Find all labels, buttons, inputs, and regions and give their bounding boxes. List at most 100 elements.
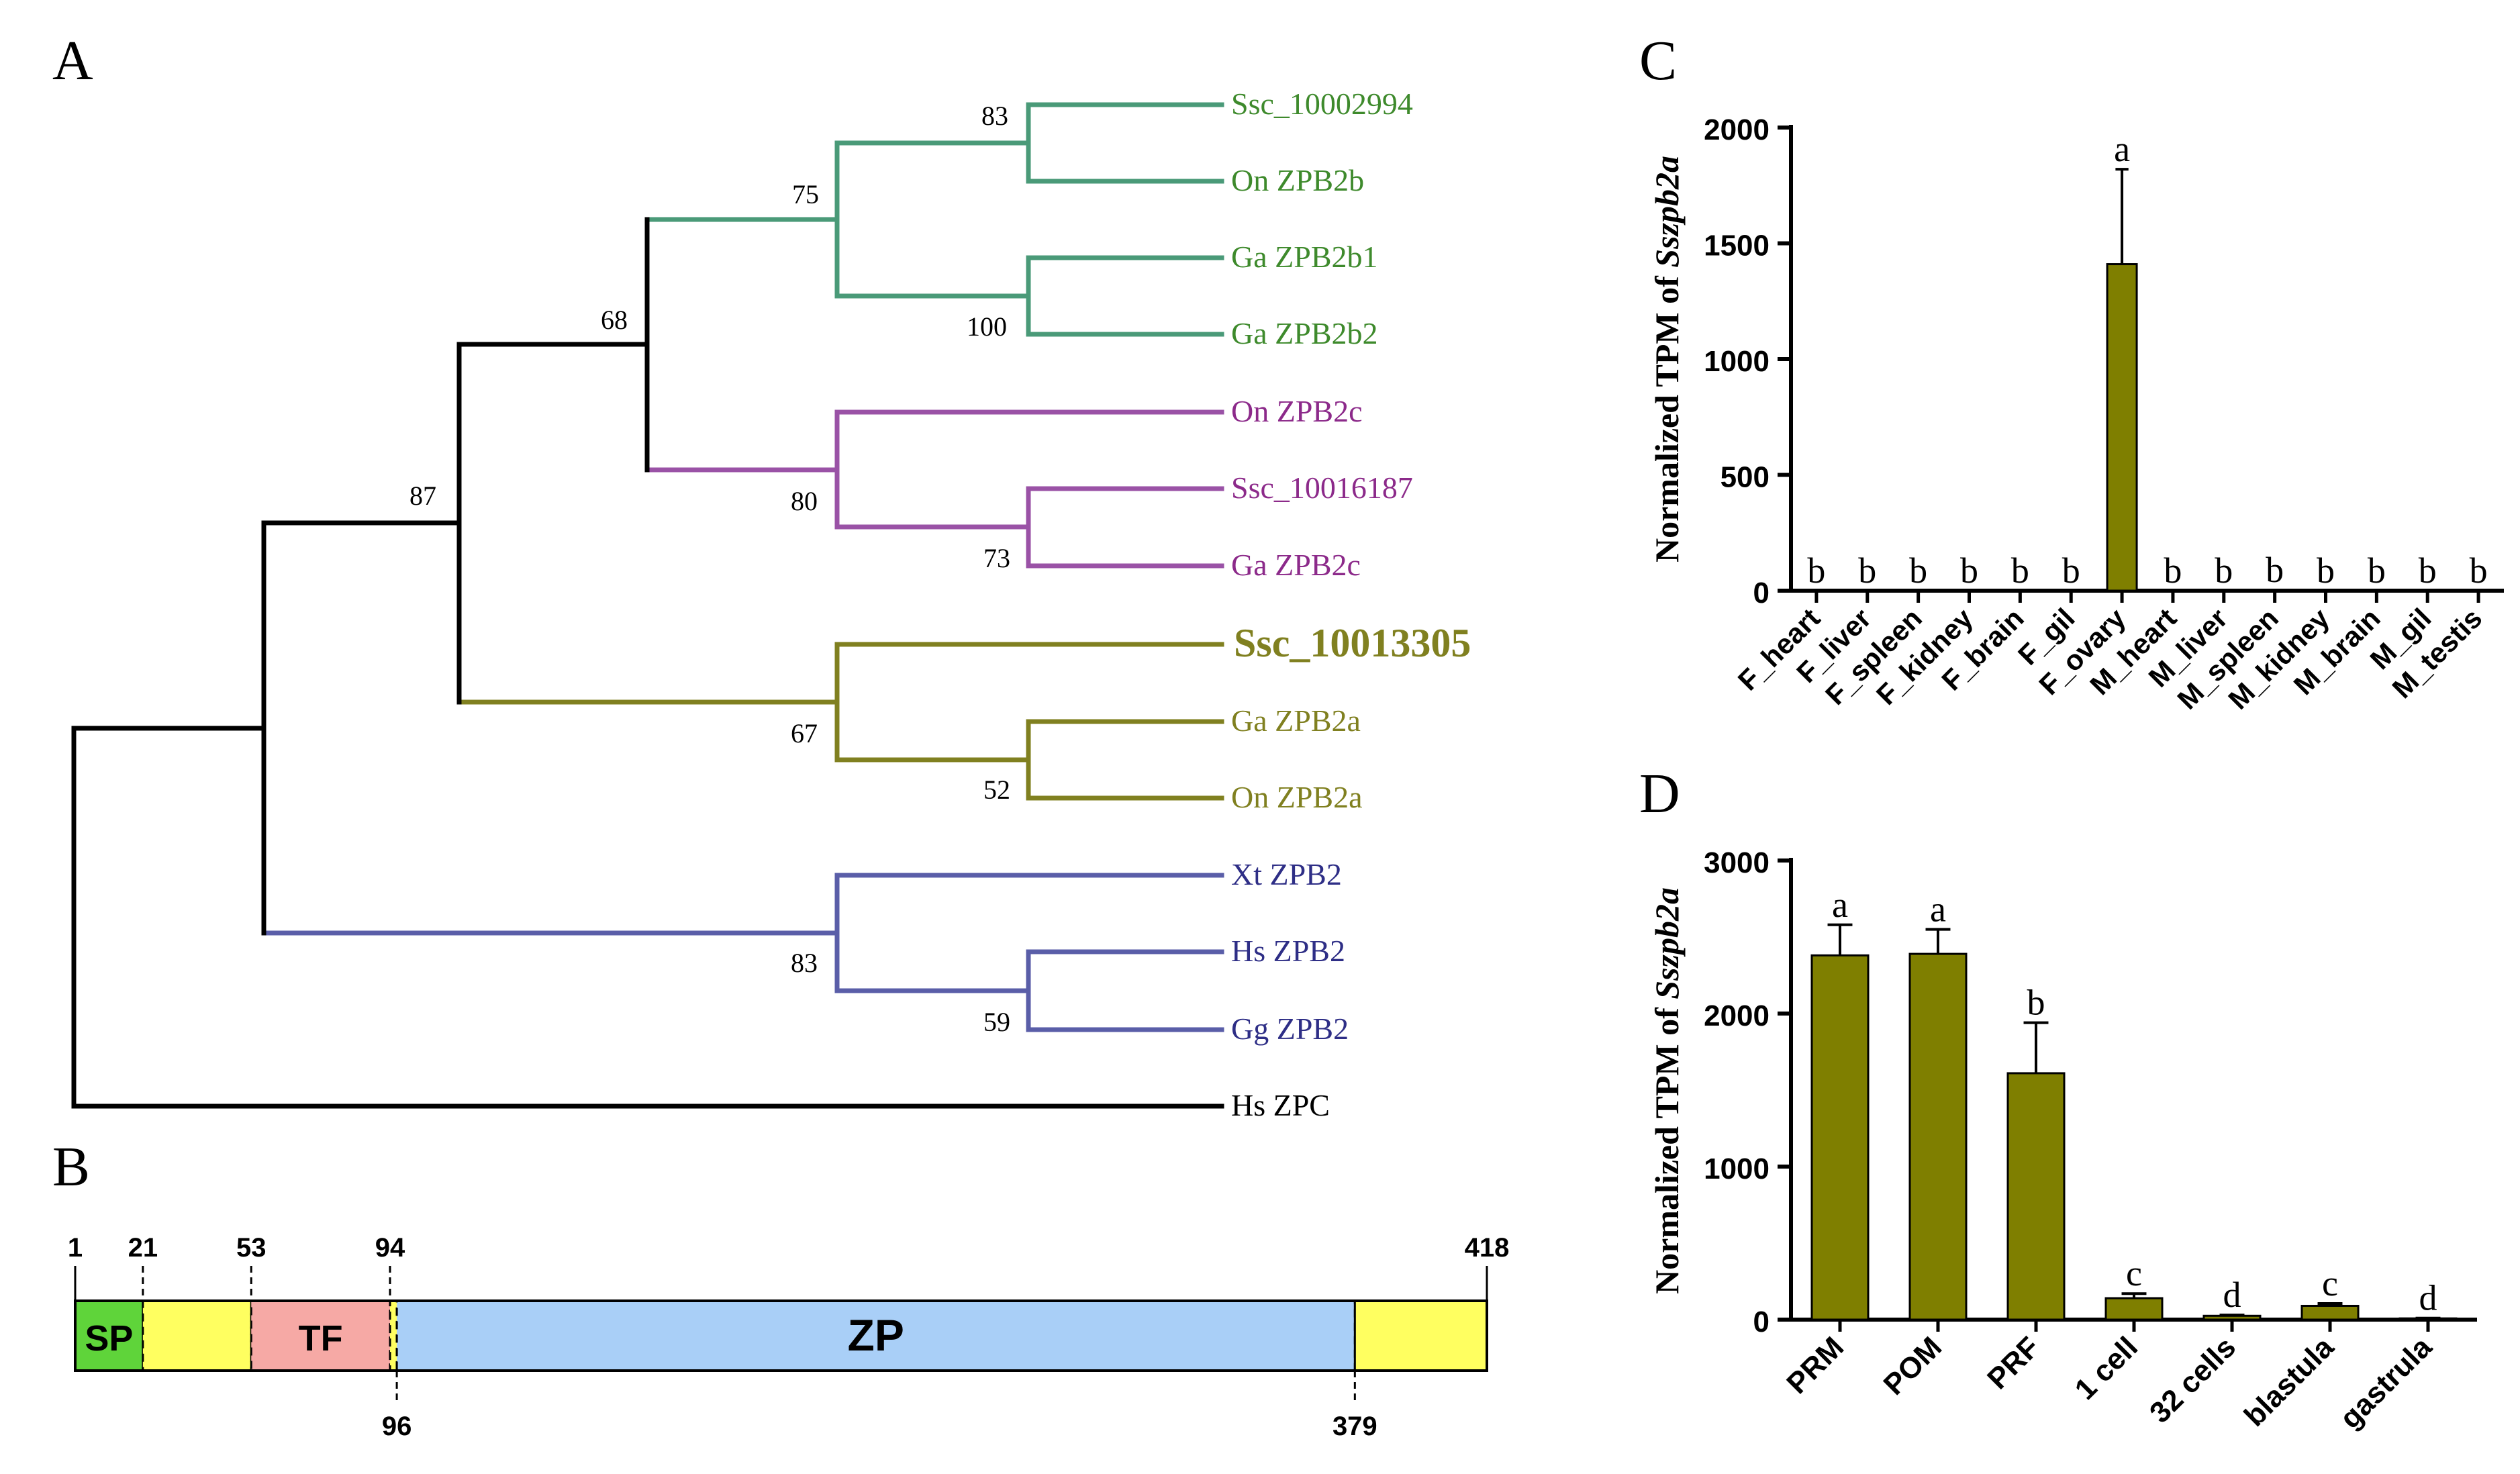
- bootstrap-value: 83: [791, 948, 818, 978]
- branches-green-clade: [644, 102, 1224, 337]
- leaf-label: Hs ZPB2: [1231, 934, 1345, 968]
- branches-olive-clade: [456, 642, 1224, 801]
- significance-letter: c: [2322, 1263, 2338, 1304]
- bootstrap-value: 67: [791, 718, 818, 748]
- leaf-label: Ga ZPB2c: [1231, 548, 1361, 582]
- y-tick-label: 3000: [1704, 846, 1770, 879]
- bootstrap-value: 80: [791, 486, 818, 516]
- y-tick-label: 0: [1753, 577, 1770, 609]
- position-label: 418: [1465, 1233, 1510, 1263]
- tf-domain: [250, 1299, 391, 1372]
- leaf-label: Ssc_10002994: [1231, 87, 1413, 121]
- leaf-label: Ga ZPB2b2: [1231, 316, 1378, 350]
- significance-letter: b: [2215, 550, 2233, 591]
- domain-map: SP TF ZP 1 21 53 94 418 96 379: [68, 1233, 1510, 1441]
- protein-outline: [74, 1299, 1488, 1372]
- panel-label-b: B: [52, 1136, 90, 1198]
- significance-letter: c: [2126, 1253, 2142, 1293]
- x-tick-label: PRM: [1780, 1330, 1850, 1400]
- bootstrap-value: 68: [601, 305, 628, 335]
- bar: [2300, 1304, 2360, 1321]
- branches-purple-clade: [644, 409, 1224, 569]
- bootstrap-value: 73: [983, 543, 1010, 573]
- position-label: 1: [68, 1233, 83, 1263]
- leaf-label-highlighted: Ssc_10013305: [1234, 621, 1471, 665]
- leaf-label: Gg ZPB2: [1231, 1012, 1349, 1046]
- bootstrap-values: 83 75 100 68 80 73 87 67 52 83 59: [409, 101, 1010, 1037]
- y-tick-label: 500: [1721, 461, 1770, 494]
- significance-letter: b: [2164, 550, 2182, 591]
- x-tick-label: 1 cell: [2069, 1330, 2144, 1406]
- leaf-label: Ga ZPB2b1: [1231, 240, 1378, 274]
- leaf-label: Ssc_10016187: [1231, 471, 1413, 505]
- leaf-label: Ga ZPB2a: [1231, 703, 1361, 738]
- bar: [1810, 954, 1870, 1321]
- significance-letter: b: [2027, 983, 2045, 1023]
- bar: [1908, 952, 1968, 1321]
- x-tick-label: gastrula: [2333, 1330, 2438, 1435]
- position-label: 96: [382, 1412, 412, 1441]
- y-tick-label: 1500: [1704, 230, 1770, 262]
- significance-letter: b: [2062, 550, 2080, 591]
- position-label: 21: [128, 1233, 158, 1263]
- significance-letter: a: [2114, 129, 2130, 169]
- y-tick-label: 0: [1753, 1306, 1770, 1338]
- tree-branches: [71, 102, 1224, 1109]
- significance-letter: d: [2419, 1278, 2437, 1318]
- significance-letter: d: [2223, 1275, 2241, 1315]
- x-tick-label: PRF: [1981, 1330, 2046, 1395]
- linker-region: [1353, 1299, 1488, 1372]
- linker-region: [142, 1299, 252, 1372]
- significance-letter: b: [1858, 550, 1876, 591]
- bootstrap-value: 52: [983, 775, 1010, 805]
- y-tick-label: 2000: [1704, 113, 1770, 146]
- position-label: 53: [236, 1233, 266, 1263]
- panel-label-c: C: [1639, 30, 1677, 92]
- significance-letter: b: [1807, 550, 1825, 591]
- y-tick-label: 1000: [1704, 345, 1770, 378]
- significance-letter: a: [1832, 885, 1848, 925]
- panel-label-d: D: [1639, 763, 1680, 825]
- x-tick-label: blastula: [2238, 1330, 2341, 1433]
- bootstrap-value: 59: [983, 1007, 1010, 1037]
- linker-region: [389, 1299, 398, 1372]
- tissue-expression-chart: 0 500 1000 1500 2000 Normalized TPM of Sszpb2…: [1648, 113, 2504, 716]
- bar: [2104, 1297, 2164, 1321]
- bar: [2106, 263, 2138, 592]
- y-tick-label: 2000: [1704, 999, 1770, 1032]
- leaf-label: On ZPB2c: [1231, 394, 1363, 428]
- tf-domain-label: TF: [299, 1318, 343, 1359]
- significance-letter: a: [1930, 889, 1946, 930]
- significance-letter: b: [2011, 550, 2029, 591]
- bar: [2259, 589, 2291, 592]
- y-axis-label: Normalized TPM of Sszpb2a: [1648, 156, 1686, 562]
- branches-backbone: [71, 217, 1224, 1109]
- position-label: 94: [375, 1233, 405, 1263]
- leaf-label: Hs ZPC: [1231, 1088, 1330, 1122]
- leaf-label: On ZPB2a: [1231, 780, 1363, 814]
- zp-domain-label: ZP: [848, 1310, 904, 1360]
- bootstrap-value: 75: [792, 179, 819, 209]
- significance-letter: b: [1960, 550, 1978, 591]
- branches-blue-clade: [261, 873, 1224, 1032]
- sp-domain-label: SP: [85, 1318, 133, 1359]
- position-label: 379: [1332, 1412, 1377, 1441]
- bootstrap-value: 100: [967, 311, 1007, 342]
- bootstrap-value: 83: [981, 101, 1008, 131]
- significance-letter: b: [2419, 550, 2437, 591]
- x-tick-label: 32 cells: [2143, 1330, 2242, 1429]
- y-axis-label: Normalized TPM of Sszpb2a: [1648, 887, 1686, 1294]
- leaf-label: On ZPB2b: [1231, 163, 1364, 197]
- bar: [2006, 1072, 2066, 1321]
- x-tick-label: POM: [1878, 1330, 1949, 1402]
- tree-leaf-labels: Ssc_10002994 On ZPB2b Ga ZPB2b1 Ga ZPB2b…: [1231, 87, 1471, 1122]
- y-tick-label: 1000: [1704, 1152, 1770, 1185]
- significance-letter: b: [2368, 550, 2386, 591]
- significance-letter: b: [2470, 550, 2488, 591]
- development-expression-chart: 0 1000 2000 3000 Normalized TPM of Sszpb2a a P…: [1648, 846, 2477, 1435]
- significance-letter: b: [2317, 550, 2335, 591]
- bootstrap-value: 87: [409, 481, 436, 511]
- zp-domain: [395, 1299, 1356, 1372]
- leaf-label: Xt ZPB2: [1231, 857, 1342, 891]
